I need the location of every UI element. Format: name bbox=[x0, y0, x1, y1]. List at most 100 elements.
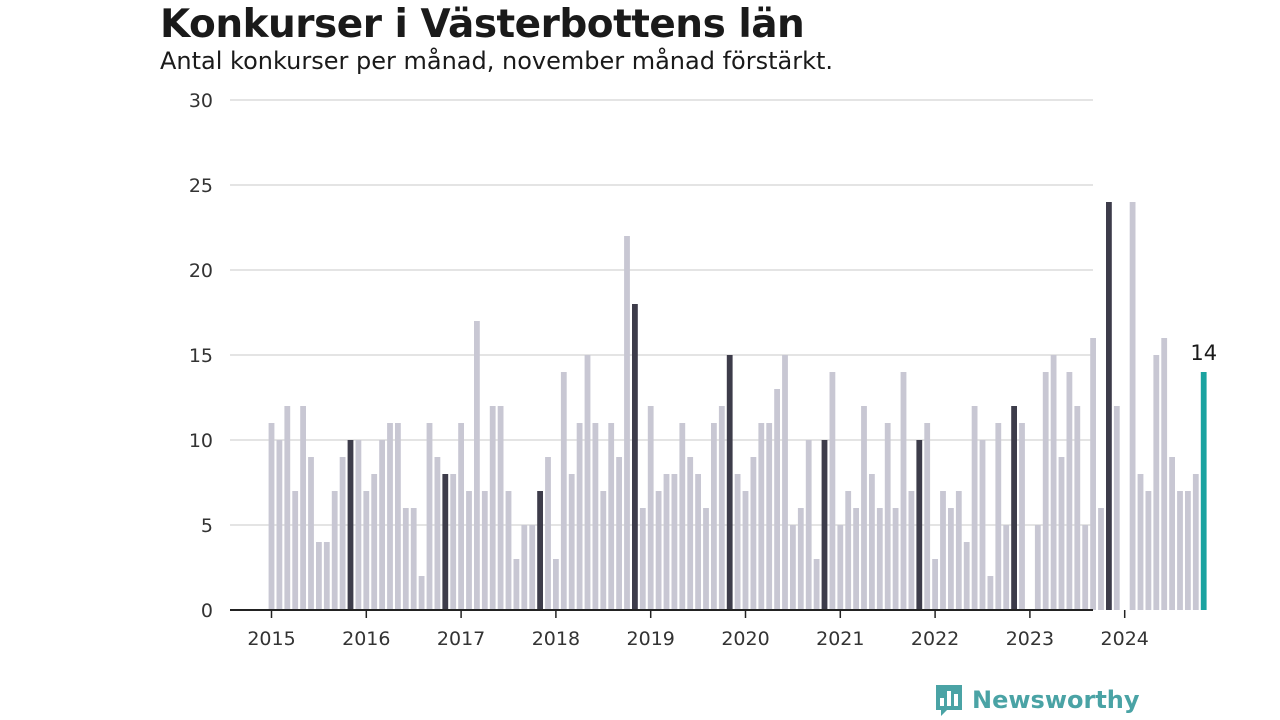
bar bbox=[1034, 525, 1041, 610]
bar bbox=[308, 457, 314, 610]
y-tick-label: 10 bbox=[189, 430, 213, 452]
bar bbox=[632, 304, 638, 610]
bar bbox=[916, 440, 923, 610]
bar bbox=[371, 474, 378, 610]
bar bbox=[1129, 202, 1136, 610]
bar bbox=[790, 525, 796, 610]
bar bbox=[600, 491, 607, 610]
bar bbox=[711, 423, 717, 610]
latest-value-label: 14 bbox=[1190, 341, 1217, 365]
x-tick-label: 2020 bbox=[721, 628, 769, 650]
bar bbox=[829, 372, 836, 610]
bar bbox=[339, 457, 346, 610]
bar bbox=[489, 406, 496, 610]
bar bbox=[323, 542, 330, 610]
bar bbox=[869, 474, 875, 610]
bar bbox=[663, 474, 670, 610]
bar bbox=[845, 491, 852, 610]
bar bbox=[695, 474, 701, 610]
bar bbox=[774, 389, 780, 610]
bar bbox=[671, 474, 678, 610]
chart-subtitle: Antal konkurser per månad, november måna… bbox=[160, 47, 834, 75]
y-tick-label: 0 bbox=[201, 600, 213, 622]
bar bbox=[734, 474, 741, 610]
y-tick-label: 30 bbox=[189, 90, 213, 112]
bar bbox=[1177, 491, 1183, 610]
y-tick-label: 25 bbox=[189, 175, 213, 197]
bar bbox=[276, 440, 283, 610]
bar bbox=[932, 559, 938, 610]
bar bbox=[545, 457, 551, 610]
x-tick-label: 2024 bbox=[1101, 628, 1149, 650]
bar bbox=[458, 423, 464, 610]
bar bbox=[813, 559, 820, 610]
bar bbox=[1137, 474, 1144, 610]
bar bbox=[900, 372, 907, 610]
bar bbox=[592, 423, 599, 610]
bar bbox=[1098, 508, 1104, 610]
bar bbox=[513, 559, 520, 610]
bar bbox=[442, 474, 449, 610]
bar bbox=[292, 491, 299, 610]
newsworthy-logo: Newsworthy bbox=[934, 683, 1140, 717]
x-tick-label: 2023 bbox=[1006, 628, 1054, 650]
bar bbox=[331, 491, 338, 610]
bar bbox=[1019, 423, 1025, 610]
bar bbox=[1145, 491, 1152, 610]
bar bbox=[474, 321, 480, 610]
bar bbox=[742, 491, 749, 610]
bar bbox=[1058, 457, 1065, 610]
bar bbox=[466, 491, 472, 610]
bar bbox=[450, 474, 457, 610]
brand-name: Newsworthy bbox=[972, 686, 1140, 714]
x-tick-label: 2015 bbox=[247, 628, 295, 650]
bar bbox=[1200, 372, 1207, 610]
bar bbox=[505, 491, 512, 610]
bar bbox=[782, 355, 788, 610]
bar bbox=[553, 559, 559, 610]
x-tick-label: 2017 bbox=[437, 628, 485, 650]
bar bbox=[908, 491, 915, 610]
bar bbox=[892, 508, 899, 610]
bar bbox=[679, 423, 686, 610]
newsworthy-chart-icon bbox=[936, 685, 962, 716]
bar bbox=[766, 423, 773, 610]
bar bbox=[268, 423, 275, 610]
y-tick-label: 15 bbox=[189, 345, 213, 367]
bar bbox=[1074, 406, 1081, 610]
bar bbox=[363, 491, 370, 610]
x-tick-label: 2019 bbox=[627, 628, 675, 650]
bar bbox=[726, 355, 733, 610]
bar bbox=[426, 423, 433, 610]
bar bbox=[481, 491, 488, 610]
bar bbox=[387, 423, 393, 610]
bar bbox=[355, 440, 362, 610]
bar bbox=[687, 457, 694, 610]
bar bbox=[284, 406, 291, 610]
bar bbox=[1050, 355, 1057, 610]
bar bbox=[1090, 338, 1096, 610]
bar bbox=[616, 457, 622, 610]
bar bbox=[995, 423, 1002, 610]
bar bbox=[560, 372, 567, 610]
bar bbox=[1106, 202, 1112, 610]
bar bbox=[434, 457, 441, 610]
bar bbox=[608, 423, 615, 610]
bar bbox=[1169, 457, 1175, 610]
y-axis-ticks: 0 5 10 15 20 25 30 bbox=[189, 90, 213, 622]
bar bbox=[418, 576, 425, 610]
x-tick-label: 2022 bbox=[911, 628, 959, 650]
bar bbox=[402, 508, 409, 610]
x-tick-label: 2018 bbox=[532, 628, 580, 650]
bar bbox=[1113, 406, 1120, 610]
bar bbox=[821, 440, 828, 610]
bar bbox=[797, 508, 804, 610]
bar bbox=[758, 423, 765, 610]
bar bbox=[971, 406, 978, 610]
x-tick-label: 2021 bbox=[816, 628, 864, 650]
bar bbox=[1153, 355, 1160, 610]
bar bbox=[884, 423, 891, 610]
x-tick-label: 2016 bbox=[342, 628, 390, 650]
bar bbox=[876, 508, 883, 610]
